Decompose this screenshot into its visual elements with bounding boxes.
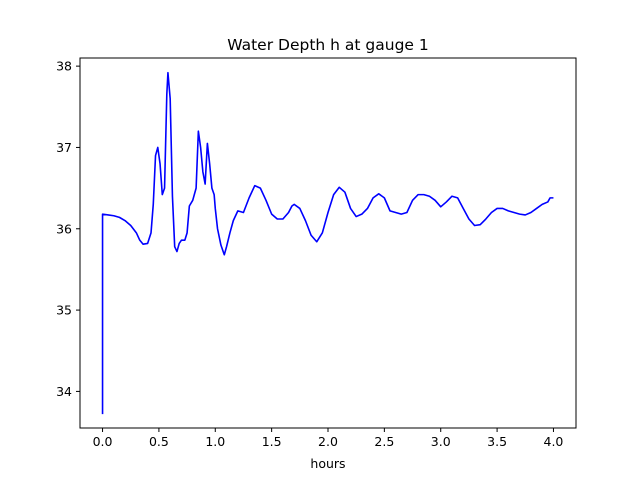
x-tick-label: 2.5 <box>374 434 394 449</box>
x-axis-ticks: 0.0 0.5 1.0 1.5 2.0 2.5 3.0 3.5 4.0 <box>93 428 564 449</box>
y-tick-label: 36 <box>56 221 72 236</box>
y-axis-ticks: 34 35 36 37 38 <box>56 59 80 399</box>
x-tick-label: 2.0 <box>318 434 338 449</box>
x-tick-label: 0.5 <box>149 434 169 449</box>
series-layer <box>101 71 554 415</box>
series-line-1 <box>101 71 554 415</box>
y-tick-label: 34 <box>56 384 72 399</box>
x-tick-label: 1.5 <box>262 434 282 449</box>
x-tick-label: 1.0 <box>205 434 225 449</box>
x-tick-label: 3.5 <box>487 434 507 449</box>
y-tick-label: 37 <box>56 140 72 155</box>
x-tick-label: 0.0 <box>93 434 113 449</box>
x-tick-label: 3.0 <box>431 434 451 449</box>
x-tick-label: 4.0 <box>544 434 564 449</box>
y-tick-label: 38 <box>56 59 72 74</box>
y-tick-label: 35 <box>56 303 72 318</box>
chart-title: Water Depth h at gauge 1 <box>227 36 428 54</box>
x-axis-label: hours <box>310 456 345 471</box>
